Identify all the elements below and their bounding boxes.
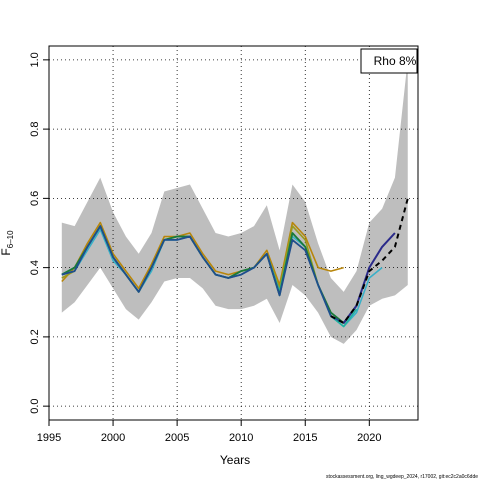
- y-tick-label: 0.6: [29, 191, 41, 206]
- plot-frame: [48, 45, 419, 421]
- y-axis-label-sub: 6–10: [6, 230, 15, 248]
- series-lines: [61, 198, 409, 328]
- x-tick-label: 1995: [37, 432, 61, 444]
- series-line-1: [61, 221, 344, 290]
- legend-box: Rho 8%: [360, 48, 418, 74]
- series-line-6: [61, 225, 358, 324]
- x-tick-label: 2015: [293, 432, 317, 444]
- legend-text: Rho 8%: [374, 54, 417, 68]
- y-axis-label: F6–10: [0, 230, 15, 256]
- footnote: stockassessment.org, ling_wgdeep_2024, r…: [326, 474, 478, 480]
- gridlines: [48, 46, 418, 420]
- x-tick-label: 2000: [101, 432, 125, 444]
- y-tick-label: 0.8: [29, 121, 41, 136]
- y-tick-label: 0.4: [29, 260, 41, 275]
- y-tick-label: 0.0: [29, 398, 41, 413]
- y-tick-label: 1.0: [29, 52, 41, 67]
- y-tick-label: 0.2: [29, 329, 41, 344]
- series-line-8: [330, 198, 409, 324]
- x-axis-label: Years: [220, 453, 250, 467]
- svg-text:F6–10: F6–10: [0, 230, 15, 256]
- y-axis-label-main: F: [0, 248, 13, 255]
- x-tick-label: 2005: [165, 432, 189, 444]
- legend-frame: [360, 48, 418, 74]
- axes: 1995 2000 2005 2010 2015 2020 0.0 0.2 0.4 0.6 0.8 1…: [29, 45, 419, 444]
- x-tick-label: 2010: [229, 432, 253, 444]
- confidence-band-layer: [61, 59, 408, 344]
- confidence-band: [61, 59, 408, 344]
- x-tick-label: 2020: [357, 432, 381, 444]
